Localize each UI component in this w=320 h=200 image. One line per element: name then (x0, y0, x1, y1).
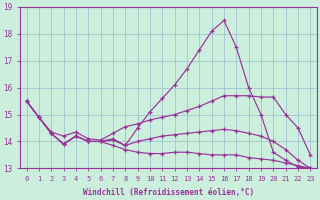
X-axis label: Windchill (Refroidissement éolien,°C): Windchill (Refroidissement éolien,°C) (83, 188, 254, 197)
